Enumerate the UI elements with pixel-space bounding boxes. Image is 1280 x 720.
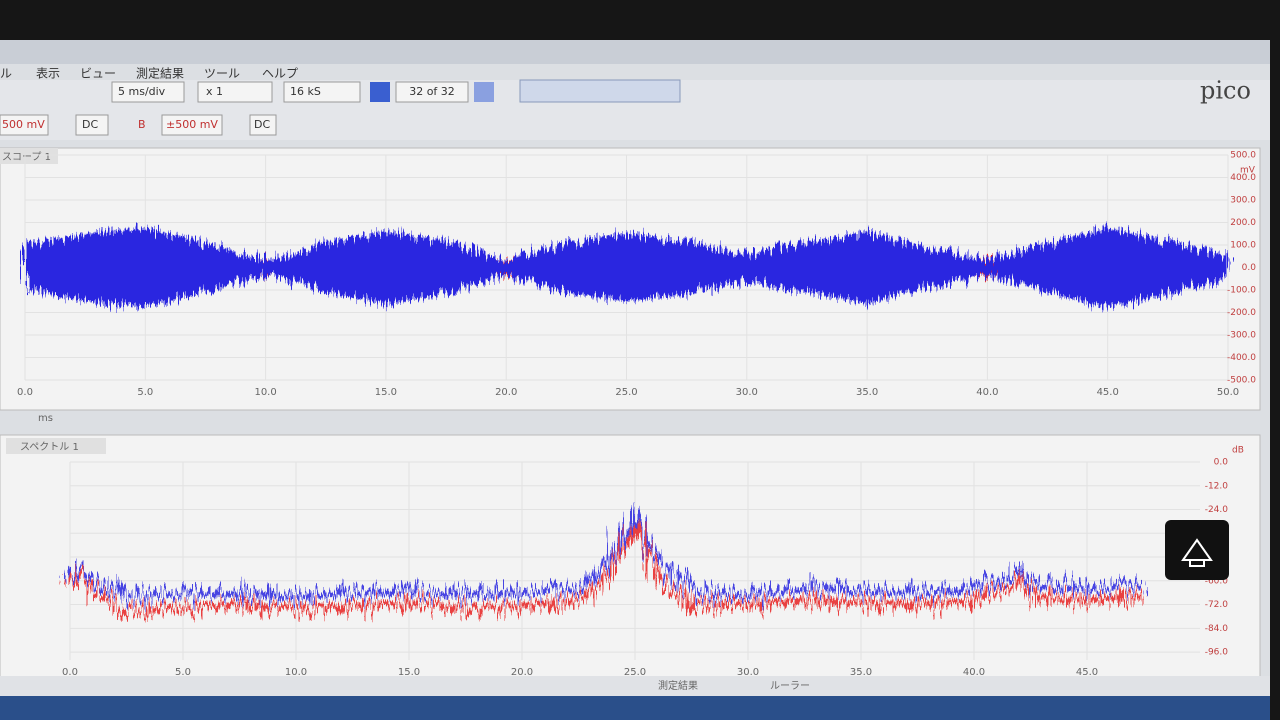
taskbar <box>0 696 1270 720</box>
capture-box <box>395 81 469 103</box>
title-bar <box>0 40 1270 64</box>
x-tick-label: 10.0 <box>285 667 307 678</box>
multiplier-box[interactable] <box>197 81 273 103</box>
status-measurements[interactable]: 測定結果 <box>658 679 698 692</box>
y-tick-label: 0.0 <box>1214 458 1229 468</box>
spectrum-trace <box>68 504 1144 600</box>
x-tick-label: 45.0 <box>1097 387 1119 398</box>
x-tick-label: 25.0 <box>615 387 637 398</box>
b-name: B <box>138 118 146 131</box>
spectrum-y-unit: dB <box>1232 446 1244 456</box>
x-tick-label: 10.0 <box>254 387 276 398</box>
x-tick-label: 20.0 <box>511 667 533 678</box>
capture: 32 of 32 <box>409 85 455 98</box>
scope-tab-label: スコープ 1 <box>2 151 51 163</box>
x-tick-label: 15.0 <box>398 667 420 678</box>
next-button[interactable] <box>474 82 494 102</box>
y-tick-label: 300.0 <box>1230 196 1256 206</box>
menu-bar: ル 表示 ビュー 測定結果 ツール ヘルプ <box>0 66 298 81</box>
x-tick-label: 30.0 <box>737 667 759 678</box>
waveform <box>25 228 1228 307</box>
a-coupling-box[interactable] <box>75 114 109 136</box>
y-tick-label: -100.0 <box>1227 286 1256 296</box>
x-tick-label: 45.0 <box>1076 667 1098 678</box>
y-tick-label: -200.0 <box>1227 308 1256 318</box>
y-tick-label: 500.0 <box>1230 151 1256 161</box>
menu-item[interactable]: 表示 <box>36 67 60 81</box>
status-rulers[interactable]: ルーラー <box>770 680 810 692</box>
x-tick-label: 15.0 <box>375 387 397 398</box>
b-coupling-box[interactable] <box>249 114 277 136</box>
menu-item[interactable]: ル <box>0 67 12 81</box>
x-tick-label: 35.0 <box>856 387 878 398</box>
x-tick-label: 50.0 <box>1217 387 1239 398</box>
b-coupling: DC <box>254 118 270 131</box>
y-tick-label: 0.0 <box>1242 263 1257 273</box>
x-tick-label: 0.0 <box>17 387 33 398</box>
home-icon <box>1181 538 1213 567</box>
home-button[interactable] <box>1165 520 1229 580</box>
b-range-box[interactable] <box>161 114 223 136</box>
logo: pico <box>1200 77 1251 105</box>
menu-item[interactable]: ビュー <box>80 67 116 81</box>
status-bar <box>0 676 1270 696</box>
y-tick-label: 400.0 <box>1230 173 1256 183</box>
scope-y-unit: mV <box>1240 166 1256 176</box>
x-tick-label: 20.0 <box>495 387 517 398</box>
zoom-tools[interactable] <box>519 79 681 103</box>
y-tick-label: 100.0 <box>1230 241 1256 251</box>
scope-tab[interactable] <box>0 148 58 164</box>
prev-button[interactable] <box>370 82 390 102</box>
menu-item[interactable]: ツール <box>204 67 240 81</box>
a-coupling: DC <box>82 118 98 131</box>
spectrum-tab[interactable] <box>6 438 106 454</box>
samples-box[interactable] <box>283 81 361 103</box>
x-tick-label: 30.0 <box>736 387 758 398</box>
x-tick-label: 40.0 <box>976 387 998 398</box>
y-tick-label: -500.0 <box>1227 376 1256 386</box>
a-range-box[interactable] <box>0 114 49 136</box>
a-range: 500 mV <box>2 118 45 131</box>
y-tick-label: -84.0 <box>1205 624 1229 634</box>
timebase: 5 ms/div <box>118 85 166 98</box>
x-tick-label: 35.0 <box>850 667 872 678</box>
x-tick-label: 25.0 <box>624 667 646 678</box>
x-tick-label: 5.0 <box>137 387 153 398</box>
x-tick-label: 0.0 <box>62 667 78 678</box>
y-tick-label: -72.0 <box>1205 600 1229 610</box>
b-range: ±500 mV <box>166 118 218 131</box>
y-tick-label: -12.0 <box>1205 481 1229 491</box>
x-tick-label: 40.0 <box>963 667 985 678</box>
x-tick-label: 5.0 <box>175 667 191 678</box>
menu-item[interactable]: ヘルプ <box>262 67 298 81</box>
multiplier: x 1 <box>206 85 223 98</box>
menu-item[interactable]: 測定結果 <box>136 66 184 81</box>
y-tick-label: 200.0 <box>1230 218 1256 228</box>
spectrum-panel <box>0 434 1261 691</box>
y-tick-label: -400.0 <box>1227 353 1256 363</box>
y-tick-label: -300.0 <box>1227 331 1256 341</box>
spectrum-tab-label: スペクトル 1 <box>20 441 79 453</box>
y-tick-label: -60.0 <box>1205 576 1229 586</box>
samples: 16 kS <box>290 85 321 98</box>
scope-x-unit: ms <box>38 413 53 424</box>
y-tick-label: -24.0 <box>1205 505 1229 515</box>
y-tick-label: -96.0 <box>1205 648 1229 658</box>
timebase-box[interactable] <box>111 81 185 103</box>
spectrum-trace <box>68 518 1144 614</box>
